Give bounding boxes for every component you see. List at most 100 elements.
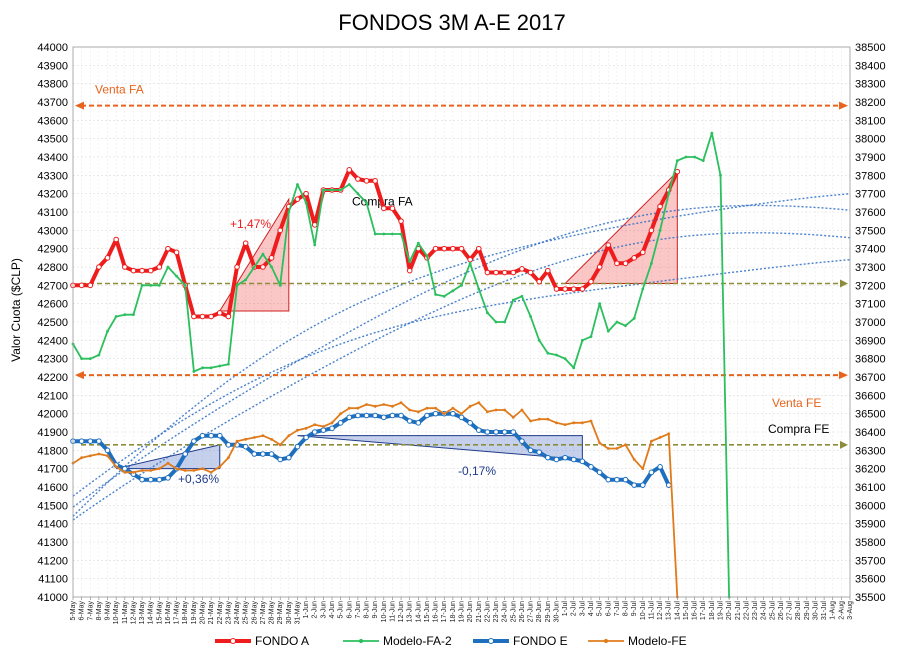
data-point [337, 420, 344, 426]
data-point [113, 236, 119, 243]
y-left-tick-label: 42100 [37, 390, 68, 402]
data-point [658, 436, 662, 439]
data-point [106, 454, 109, 458]
y-right-tick-label: 37200 [855, 280, 886, 292]
data-point [311, 429, 318, 435]
data-point [114, 465, 118, 469]
data-point [165, 245, 171, 252]
x-tick-label: 17-Jul [700, 601, 707, 621]
x-tick-label: 21-May [208, 601, 215, 625]
x-tick-label: 30-May [286, 601, 293, 625]
annotation-label: -0,17% [458, 464, 496, 478]
x-tick-label: 30-Jul [812, 601, 819, 621]
data-point [434, 406, 437, 410]
x-tick-label: 1-Jul [562, 601, 569, 617]
data-point [589, 419, 593, 423]
y-right-tick-label: 38300 [855, 79, 886, 91]
y-left-tick-label: 41200 [37, 555, 68, 567]
x-tick-label: 2-Jul [571, 601, 578, 617]
data-point [242, 240, 249, 246]
data-point [294, 196, 301, 202]
x-tick-label: 13-Jun [407, 601, 414, 623]
data-point [555, 353, 558, 357]
y-left-tick-label: 41600 [37, 482, 68, 494]
data-point [553, 456, 560, 463]
x-tick-label: 10-May [113, 601, 120, 625]
data-point [572, 366, 576, 370]
annotation-label: +1,47% [230, 217, 271, 231]
data-point [615, 320, 619, 324]
data-point [356, 192, 360, 196]
x-tick-label: 12-Jul [657, 601, 664, 621]
data-point [408, 408, 412, 412]
x-tick-label: 6-May [79, 601, 86, 621]
data-point [114, 315, 118, 318]
y-left-tick-label: 41400 [37, 519, 68, 531]
chart-title: FONDOS 3M A-E 2017 [338, 10, 565, 35]
data-point [580, 338, 584, 342]
x-tick-label: 26-May [251, 601, 258, 625]
y-left-tick-label: 43200 [37, 189, 68, 201]
data-point [632, 316, 636, 320]
y-right-tick-label: 36100 [855, 482, 886, 494]
data-point [132, 313, 135, 317]
x-tick-label: 9-Jul [631, 601, 638, 617]
data-point [442, 294, 446, 298]
data-point [658, 228, 662, 232]
x-tick-label: 20-May [200, 601, 207, 625]
data-point [648, 469, 655, 476]
y-left-tick-label: 41700 [37, 464, 68, 476]
x-tick-label: 28-May [269, 601, 276, 625]
data-point [96, 264, 102, 270]
data-point [156, 264, 163, 270]
data-point [381, 414, 387, 421]
data-point [562, 286, 568, 292]
x-tick-label: 15-May [156, 601, 163, 625]
data-point [399, 232, 403, 236]
data-point [606, 447, 610, 450]
y-left-tick-label: 43700 [37, 97, 68, 109]
data-point [277, 227, 284, 234]
arrow-head-left [75, 371, 84, 380]
data-point [363, 178, 370, 184]
annotations: +1,47% +0,36% -0,17% [178, 217, 496, 486]
data-point [667, 192, 671, 196]
data-point [693, 155, 696, 159]
x-tick-label: 28-Jun [536, 601, 543, 623]
data-point [80, 357, 84, 361]
data-point [546, 351, 550, 355]
data-point [520, 294, 524, 298]
data-point [562, 454, 568, 461]
data-point [527, 447, 534, 454]
data-point [183, 283, 187, 287]
data-point [199, 432, 206, 439]
data-point [373, 232, 377, 236]
data-point [244, 278, 248, 282]
series-lines [70, 131, 731, 599]
data-point [294, 443, 301, 450]
data-point [475, 245, 482, 252]
x-tick-label: 5-Jun [338, 601, 345, 619]
data-point [182, 451, 189, 457]
x-tick-label: 15-Jun [424, 601, 431, 623]
annotation-label: +0,36% [178, 472, 219, 486]
data-point [529, 419, 532, 423]
data-point [493, 429, 499, 435]
y-right-tick-label: 35500 [855, 592, 886, 604]
data-point [147, 476, 154, 483]
data-point [684, 155, 688, 159]
x-tick-label: 29-May [277, 601, 284, 625]
data-point [88, 357, 92, 361]
y-left-tick-label: 43000 [37, 225, 68, 237]
x-tick-label: 30-Jun [553, 601, 560, 623]
x-tick-label: 2-Aug [838, 601, 845, 620]
legend-label: Modelo-FA-2 [383, 634, 452, 648]
x-tick-label: 1-Jun [303, 601, 310, 619]
data-point [270, 437, 273, 441]
data-point [572, 421, 576, 425]
data-point [631, 255, 637, 261]
y-left-tick-label: 41000 [37, 592, 68, 604]
y-right-tick-label: 36600 [855, 390, 886, 402]
data-point [104, 447, 111, 454]
